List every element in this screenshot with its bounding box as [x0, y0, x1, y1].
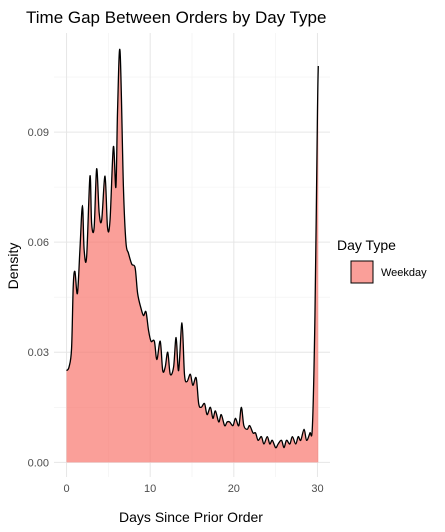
y-tick-label: 0.00	[28, 457, 49, 469]
legend-key-weekday	[350, 260, 374, 284]
y-tick-label: 0.06	[28, 237, 49, 249]
x-axis-ticks: 0 10 20 30	[63, 483, 323, 495]
legend-label-weekday: Weekday	[381, 267, 427, 279]
x-tick-label: 30	[311, 483, 323, 495]
x-tick-label: 0	[63, 483, 69, 495]
x-tick-label: 10	[144, 483, 156, 495]
y-tick-label: 0.03	[28, 347, 49, 359]
x-tick-label: 20	[228, 483, 240, 495]
y-axis-title: Density	[5, 243, 21, 290]
chart-title: Time Gap Between Orders by Day Type	[26, 8, 326, 27]
x-axis-title: Days Since Prior Order	[119, 509, 263, 525]
legend-title: Day Type	[337, 237, 396, 253]
y-tick-label: 0.09	[28, 127, 49, 139]
legend: Day Type Weekday	[337, 237, 427, 284]
density-area-weekday	[66, 49, 319, 463]
density-line-weekday	[66, 48, 319, 449]
y-axis-ticks: 0.00 0.03 0.06 0.09	[28, 127, 49, 469]
